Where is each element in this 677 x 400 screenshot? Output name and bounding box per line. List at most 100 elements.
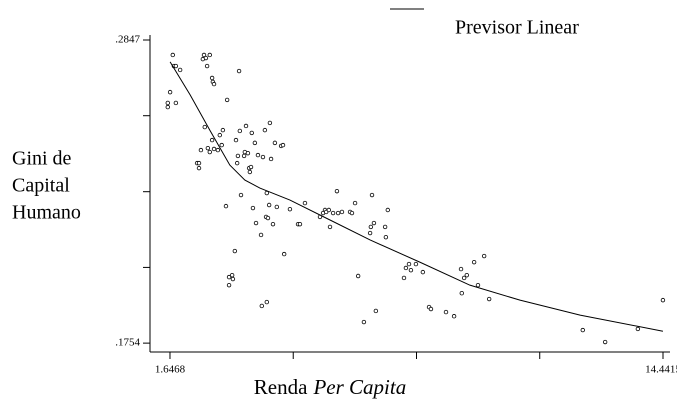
scatter-point	[207, 52, 212, 58]
scatter-point	[202, 124, 207, 130]
x-axis-label: Renda Per Capita	[254, 375, 406, 399]
scatter-point	[403, 265, 409, 271]
legend-label: Previsor Linear	[455, 17, 579, 39]
scatter-point	[201, 52, 207, 58]
scatter-point	[248, 164, 254, 170]
scatter-point	[369, 192, 375, 198]
scatter-point	[373, 308, 379, 314]
scatter-point	[267, 120, 273, 126]
scatter-point	[339, 209, 345, 215]
scatter-point	[173, 63, 179, 69]
scatter-point	[383, 234, 389, 240]
scatter-point	[224, 97, 230, 103]
scatter-point	[247, 169, 253, 175]
scatter-point	[245, 150, 251, 156]
scatter-point	[461, 275, 467, 281]
scatter-point	[226, 282, 232, 288]
scatter-point	[335, 210, 341, 216]
scatter-point	[270, 221, 276, 227]
scatter-point	[602, 339, 608, 345]
scatter-point	[302, 200, 308, 206]
scatter-point	[241, 153, 247, 159]
scatter-point	[368, 224, 374, 230]
scatter-point	[226, 274, 232, 280]
scatter-point	[297, 221, 303, 227]
scatter-point	[259, 303, 265, 309]
scatter-point	[223, 203, 229, 209]
scatter-point	[219, 142, 224, 148]
scatter-point	[349, 210, 355, 216]
scatter-point	[243, 123, 249, 129]
scatter-point	[361, 319, 367, 325]
scatter-point	[428, 306, 434, 312]
scatter-point	[262, 127, 268, 133]
scatter-point	[355, 273, 361, 279]
scatter-point	[237, 128, 243, 134]
scatter-point	[385, 207, 391, 213]
scatter-point	[486, 296, 492, 302]
scatter-point	[268, 156, 274, 162]
scatter-point	[177, 67, 183, 73]
scatter-point	[265, 215, 271, 221]
scatter-point	[580, 327, 585, 333]
scatter-point	[209, 75, 215, 81]
scatter-point	[198, 147, 204, 153]
scatter-point	[250, 205, 256, 211]
scatter-point	[327, 224, 333, 230]
scatter-point	[229, 272, 235, 278]
scatter-point	[258, 232, 264, 238]
scatter-point	[459, 291, 464, 296]
scatter-point	[211, 146, 217, 152]
scatter-point	[205, 145, 211, 151]
x-tick-label: 14.4415	[645, 364, 677, 376]
scatter-point	[443, 309, 449, 315]
scatter-point	[280, 142, 286, 148]
scatter-point	[238, 192, 244, 198]
fit-line	[169, 61, 664, 332]
scatter-point	[170, 52, 175, 58]
x-tick-label: 1.6468	[155, 364, 186, 376]
scatter-point	[408, 267, 414, 273]
scatter-point	[203, 55, 209, 61]
scatter-point	[253, 220, 259, 226]
scatter-point	[230, 276, 236, 282]
scatter-point	[660, 297, 666, 303]
y-axis-label: Gini de	[12, 148, 72, 170]
scatter-point	[196, 160, 202, 166]
scatter-point	[211, 81, 217, 87]
scatter-point	[207, 149, 212, 155]
scatter-point	[165, 100, 170, 106]
scatter-point	[382, 224, 388, 230]
scatter-point	[266, 202, 272, 208]
scatter-point	[471, 259, 477, 265]
scatter-point	[287, 206, 293, 212]
scatter-point	[413, 261, 419, 267]
x-label-part: Per Capita	[312, 375, 406, 399]
scatter-point	[475, 282, 481, 288]
scatter-point	[326, 207, 332, 213]
scatter-point	[367, 230, 373, 236]
scatter-point	[236, 68, 242, 74]
scatter-point	[196, 165, 202, 171]
scatter-point	[481, 253, 487, 259]
scatter-point	[165, 104, 170, 110]
scatter-point	[215, 147, 221, 153]
scatter-point	[233, 137, 239, 143]
y-tick-label: .1754	[115, 337, 140, 349]
scatter-point	[217, 132, 223, 138]
y-axis-label: Capital	[12, 175, 70, 197]
scatter-point	[252, 140, 258, 146]
y-axis-label: Humano	[12, 202, 81, 224]
scatter-point	[272, 140, 278, 146]
scatter-point	[334, 188, 340, 194]
scatter-point	[274, 204, 280, 210]
scatter-point	[406, 261, 412, 267]
scatter-point	[451, 314, 457, 319]
scatter-point	[352, 200, 358, 206]
x-label-part: Renda	[254, 375, 308, 399]
scatter-point	[220, 127, 226, 133]
scatter-point	[232, 248, 238, 254]
scatter-point	[167, 89, 173, 95]
scatter-point	[255, 152, 261, 158]
